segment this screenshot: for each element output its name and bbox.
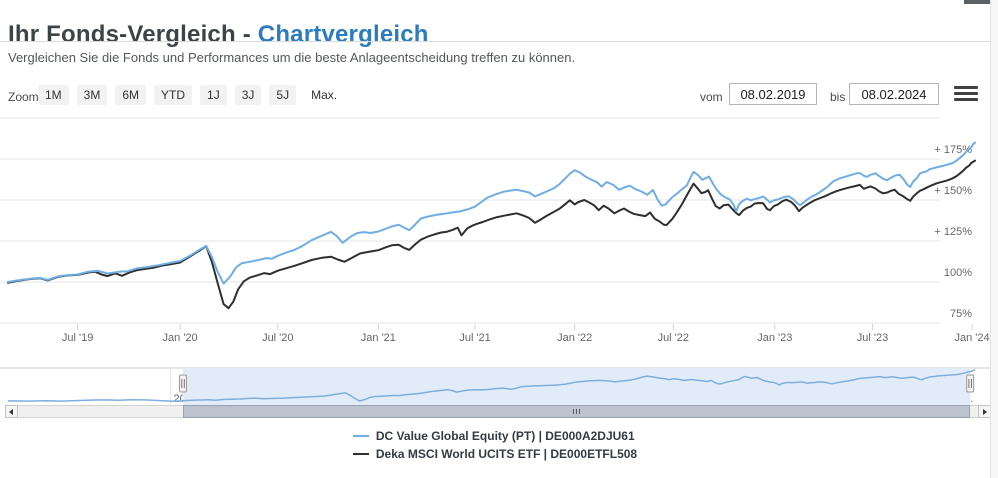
navigator-scrollbar-thumb[interactable]: [183, 405, 970, 418]
to-date-label: bis: [830, 90, 846, 104]
navigator-handle-right[interactable]: [966, 374, 975, 393]
navigator-handle-left[interactable]: [179, 374, 188, 393]
scroll-right-icon: [983, 409, 987, 415]
hamburger-icon: [954, 92, 978, 95]
page-title-accent: Chartvergleich: [257, 21, 429, 49]
scrollbar-grip-icon: [573, 409, 574, 414]
page-title-main: Ihr Fonds-Vergleich -: [8, 21, 258, 49]
scrollbar-grip-icon: [576, 409, 577, 414]
from-date-label: vom: [700, 90, 723, 104]
range-button-3m[interactable]: 3M: [76, 85, 108, 105]
x-axis-label: Jan '22: [557, 332, 592, 344]
range-button-3j[interactable]: 3J: [234, 85, 262, 105]
header-divider: [0, 41, 990, 42]
x-axis-label: Jul '19: [62, 332, 93, 344]
y-axis-label: 100%: [944, 267, 972, 279]
legend-box: DC Value Global Equity (PT) | DE000A2DJU…: [352, 427, 638, 463]
hamburger-icon: [954, 86, 978, 89]
x-axis-label: Jul '22: [658, 332, 689, 344]
navigator-series-line: [7, 369, 976, 402]
y-axis-label: + 175%: [934, 144, 972, 156]
scroll-left-icon: [9, 409, 13, 415]
subtitle: Vergleichen Sie die Fonds und Performanc…: [8, 50, 576, 65]
to-date-input[interactable]: [849, 83, 939, 105]
range-button-max[interactable]: Max.: [304, 85, 344, 105]
scroll-left-button[interactable]: [5, 405, 18, 418]
chart-plot-area[interactable]: [0, 118, 975, 325]
legend-item-0[interactable]: DC Value Global Equity (PT) | DE000A2DJU…: [352, 429, 635, 443]
page-title: Ihr Fonds-Vergleich - Chartvergleich: [8, 21, 429, 49]
series-line-1[interactable]: [7, 159, 976, 310]
x-axis-label: Jul '20: [262, 332, 293, 344]
chart-menu-button[interactable]: [954, 86, 978, 104]
x-axis-label: Jul '21: [459, 332, 490, 344]
range-selector: 1M 3M 6M YTD 1J 3J 5J Max.: [38, 85, 352, 105]
legend-line-sample: [352, 435, 369, 437]
chart-legend: DC Value Global Equity (PT) | DE000A2DJU…: [0, 427, 990, 463]
y-axis-label: + 150%: [934, 185, 972, 197]
from-date-input[interactable]: [729, 83, 817, 105]
range-button-5j[interactable]: 5J: [269, 85, 297, 105]
legend-item-1[interactable]: Deka MSCI World UCITS ETF | DE000ETFL508: [352, 447, 638, 461]
range-button-6m[interactable]: 6M: [115, 85, 147, 105]
scrollbar-grip-icon: [579, 409, 580, 414]
x-axis-label: Jan '23: [757, 332, 792, 344]
x-axis-label: Jan '24: [955, 332, 990, 344]
x-axis-label: Jan '21: [361, 332, 396, 344]
range-button-ytd[interactable]: YTD: [154, 85, 193, 105]
y-axis-label: + 125%: [934, 226, 972, 238]
browser-scrollbar[interactable]: [990, 0, 998, 478]
x-axis-label: Jul '23: [857, 332, 888, 344]
legend-line-sample: [352, 453, 369, 455]
range-button-1j[interactable]: 1J: [200, 85, 227, 105]
zoom-label: Zoom: [8, 90, 39, 104]
top-scrollbar-fragment: [964, 0, 990, 4]
series-line-0[interactable]: [7, 141, 976, 285]
y-axis-label: 75%: [950, 308, 972, 320]
x-axis-label: Jan '20: [163, 332, 198, 344]
legend-label: Deka MSCI World UCITS ETF | DE000ETFL508: [375, 447, 638, 461]
legend-label: DC Value Global Equity (PT) | DE000A2DJU…: [375, 429, 635, 443]
range-button-1m[interactable]: 1M: [38, 85, 69, 105]
hamburger-icon: [954, 98, 978, 101]
navigator-selected-range[interactable]: [183, 368, 971, 405]
